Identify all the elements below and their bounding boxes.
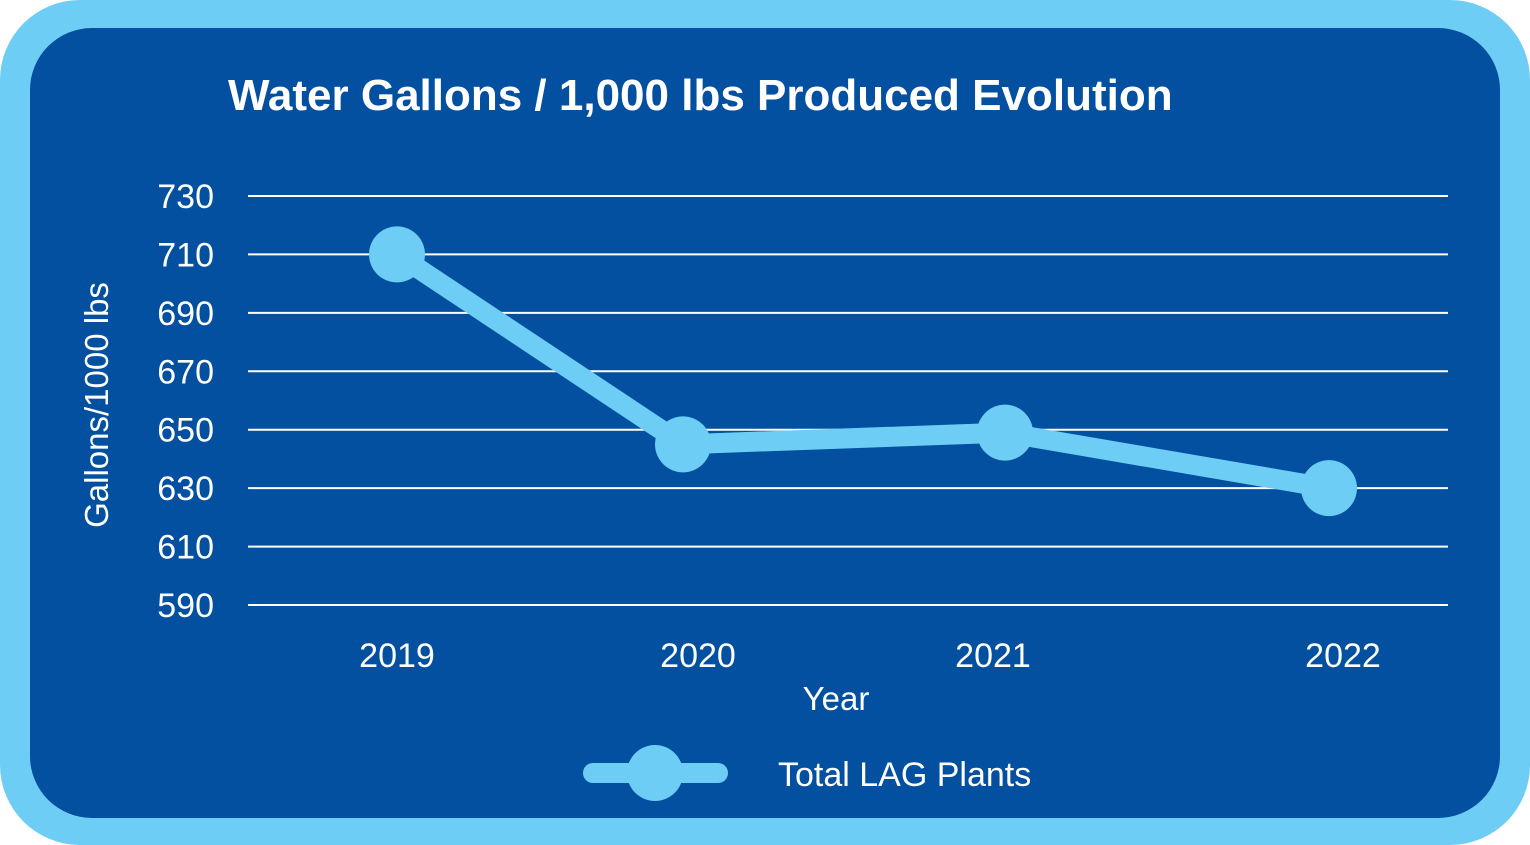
y-axis-label: Gallons/1000 lbs [78, 282, 115, 528]
data-point [369, 226, 425, 283]
y-axis-ticks: 590 610 630 650 670 690 710 730 [157, 178, 214, 625]
y-tick-label: 630 [157, 470, 214, 508]
x-axis-label: Year [803, 680, 870, 717]
x-tick-label: 2021 [955, 637, 1031, 675]
y-tick-label: 730 [157, 178, 214, 216]
data-point [1301, 460, 1357, 517]
chart-title: Water Gallons / 1,000 lbs Produced Evolu… [228, 71, 1173, 120]
y-tick-label: 690 [157, 295, 214, 333]
y-tick-label: 590 [157, 587, 214, 625]
series-line [387, 244, 1339, 499]
y-tick-label: 610 [157, 529, 214, 567]
y-tick-label: 650 [157, 412, 214, 450]
data-point [655, 416, 711, 473]
x-axis-ticks: 2019 2020 2021 2022 [359, 637, 1381, 675]
legend: Total LAG Plants [583, 745, 1031, 801]
y-tick-label: 710 [157, 236, 214, 274]
legend-label: Total LAG Plants [778, 756, 1031, 794]
series-total-lag-plants [369, 226, 1357, 517]
x-tick-label: 2022 [1305, 637, 1381, 675]
x-tick-label: 2019 [359, 637, 435, 675]
chart-panel [30, 28, 1500, 818]
gridlines [248, 195, 1448, 606]
legend-marker [627, 745, 683, 801]
y-tick-label: 670 [157, 353, 214, 391]
data-point [977, 404, 1033, 461]
x-tick-label: 2020 [660, 637, 736, 675]
